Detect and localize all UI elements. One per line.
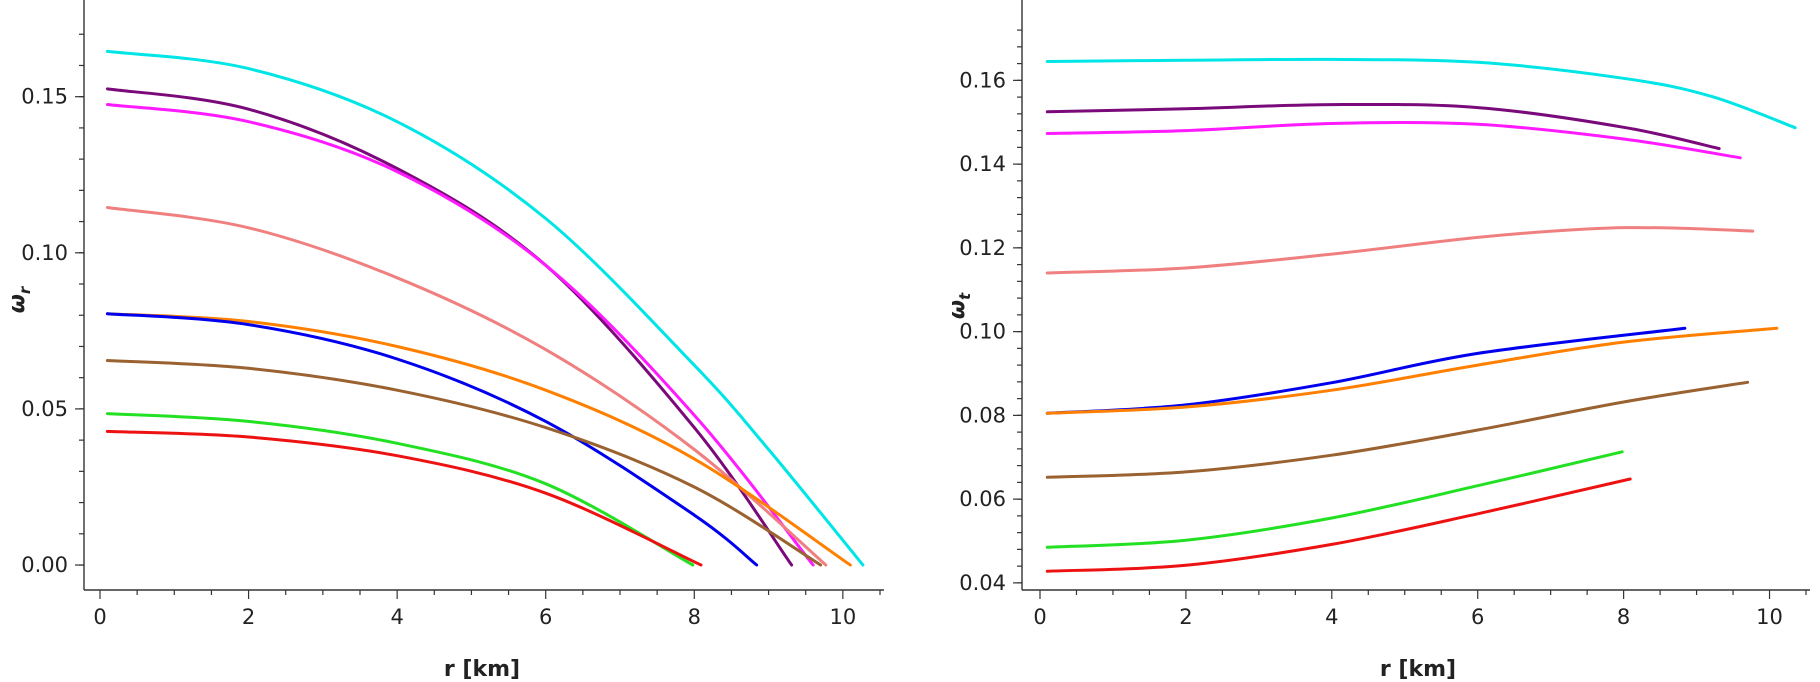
series-line-2 [1045, 102, 1721, 151]
x-tick-label: 8 [688, 605, 701, 629]
y-tick-label: 0.05 [21, 397, 68, 421]
x-tick-label: 0 [1033, 605, 1046, 629]
x-tick-label: 2 [1179, 605, 1192, 629]
x-tick-label: 4 [1325, 605, 1338, 629]
series-line-1 [105, 49, 865, 567]
y-tick-label: 0.08 [959, 403, 1006, 427]
chart-right-omega-t: 0 2 4 6 8 10 0.04 0.06 0.08 0.10 0.12 0.14 0.16 r [km… [945, 0, 1810, 682]
x-tick-label: 10 [1756, 605, 1783, 629]
series-line-7 [1045, 380, 1750, 479]
series-line-8 [1045, 450, 1624, 549]
series-line-9 [105, 429, 703, 567]
series-line-9 [1045, 477, 1632, 573]
x-tick-label: 4 [390, 605, 403, 629]
series-line-8 [105, 412, 695, 567]
x-tick-label: 2 [242, 605, 255, 629]
y-axis-title: ωr [5, 285, 34, 313]
series-line-3 [1045, 121, 1742, 160]
series-line-6 [105, 312, 759, 567]
y-axis-title: ωt [945, 292, 974, 319]
series-line-1 [1045, 57, 1797, 130]
series-line-3 [105, 103, 815, 567]
x-axis-title: r [km] [444, 657, 520, 682]
y-tick-label: 0.04 [959, 571, 1006, 595]
y-tick-label: 0.06 [959, 487, 1006, 511]
series-line-5 [105, 312, 852, 567]
y-tick-label: 0.16 [959, 68, 1006, 92]
series-line-4 [1045, 226, 1755, 275]
chart-left-omega-r: 0 2 4 6 8 10 0.00 0.05 0.10 0.15 r [km] ωr [5, 0, 884, 682]
x-tick-label: 6 [1471, 605, 1484, 629]
y-tick-label: 0.10 [959, 320, 1006, 344]
y-tick-label: 0.15 [21, 85, 68, 109]
series-line-6 [1045, 326, 1779, 415]
x-tick-label: 6 [539, 605, 552, 629]
x-axis-title: r [km] [1380, 657, 1456, 682]
y-tick-label: 0.14 [959, 152, 1006, 176]
series-line-2 [105, 87, 794, 567]
series-line-5 [1045, 326, 1687, 415]
series-line-7 [105, 359, 823, 567]
y-tick-label: 0.12 [959, 236, 1006, 260]
y-tick-label: 0.10 [21, 241, 68, 265]
y-tick-label: 0.00 [21, 553, 68, 577]
x-tick-label: 10 [829, 605, 856, 629]
x-tick-label: 8 [1617, 605, 1630, 629]
x-tick-label: 0 [93, 605, 106, 629]
series-line-4 [105, 206, 828, 567]
